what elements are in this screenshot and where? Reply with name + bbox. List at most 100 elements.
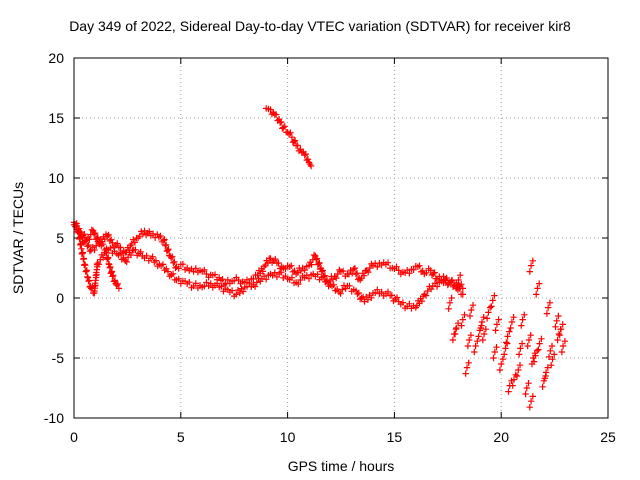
data-point <box>333 274 340 282</box>
data-point <box>350 266 357 273</box>
data-point <box>354 290 361 298</box>
data-point <box>122 257 129 264</box>
data-point <box>169 253 176 260</box>
data-point <box>219 276 226 283</box>
data-point <box>224 276 231 284</box>
data-point <box>406 300 413 307</box>
data-point <box>555 312 562 320</box>
data-point <box>103 249 110 257</box>
data-point <box>465 359 472 366</box>
data-point <box>276 119 284 126</box>
data-point <box>399 299 407 306</box>
data-point <box>285 130 293 138</box>
chart-title: Day 349 of 2022, Sidereal Day-to-day VTE… <box>69 18 571 34</box>
data-point <box>506 328 513 335</box>
x-tick-label: 25 <box>600 429 616 445</box>
data-point <box>518 340 526 347</box>
data-point <box>307 162 315 170</box>
data-point <box>213 280 221 287</box>
data-point <box>459 316 466 323</box>
data-point <box>539 383 546 390</box>
data-point <box>555 330 563 338</box>
data-point <box>467 332 475 339</box>
data-point <box>540 377 548 384</box>
data-point <box>80 255 87 262</box>
data-point <box>94 260 101 267</box>
data-point <box>161 236 168 243</box>
data-point <box>508 318 516 326</box>
data-point <box>313 256 320 263</box>
data-point <box>476 327 483 334</box>
data-point <box>522 390 529 398</box>
data-point <box>175 275 182 283</box>
data-point <box>499 356 507 363</box>
x-tick-label: 10 <box>280 429 296 445</box>
data-point <box>91 246 98 254</box>
data-point <box>358 294 365 302</box>
data-point <box>235 276 242 284</box>
data-point <box>431 269 438 276</box>
data-point <box>95 261 103 268</box>
data-point <box>165 246 172 253</box>
data-point <box>259 268 266 275</box>
data-point <box>557 326 565 333</box>
y-tick-label: 20 <box>48 50 64 66</box>
data-point <box>469 302 477 309</box>
data-point <box>146 228 153 235</box>
data-point <box>475 333 482 340</box>
data-point <box>160 237 167 244</box>
data-point <box>384 288 392 295</box>
data-point <box>468 306 475 314</box>
data-point <box>525 336 533 344</box>
data-point <box>251 283 259 290</box>
data-point <box>339 286 346 293</box>
data-point <box>152 257 160 264</box>
data-point <box>345 271 353 278</box>
data-point <box>482 326 489 333</box>
data-point <box>314 271 321 278</box>
data-point <box>218 283 225 290</box>
data-point <box>171 258 178 265</box>
data-point <box>515 366 522 374</box>
data-point <box>291 137 299 144</box>
data-point <box>559 321 566 328</box>
data-point <box>157 232 164 240</box>
data-point <box>527 332 534 339</box>
data-point <box>99 241 107 248</box>
data-point <box>186 279 193 286</box>
y-tick-label: 10 <box>48 170 64 186</box>
data-point <box>546 299 554 306</box>
data-point <box>137 248 144 256</box>
data-point <box>483 315 491 322</box>
data-point <box>318 268 325 275</box>
data-point <box>544 364 551 371</box>
data-point <box>107 263 114 271</box>
data-point <box>287 129 294 136</box>
data-point <box>538 335 545 342</box>
data-point <box>315 260 322 267</box>
data-point <box>288 262 295 269</box>
data-point <box>91 229 99 237</box>
data-point <box>535 346 542 353</box>
data-point <box>452 326 460 333</box>
data-point <box>490 354 497 362</box>
data-point <box>353 270 361 277</box>
data-point <box>246 279 253 287</box>
data-point <box>534 285 541 292</box>
x-tick-label: 5 <box>177 429 185 445</box>
data-point <box>162 241 170 248</box>
data-point <box>492 327 499 334</box>
data-point <box>351 264 359 272</box>
data-point <box>114 280 121 288</box>
data-point <box>109 273 116 280</box>
data-point <box>164 268 172 275</box>
data-point <box>513 372 521 380</box>
data-point <box>458 281 465 288</box>
data-point <box>263 276 270 283</box>
data-point <box>108 236 115 243</box>
data-point <box>240 288 247 295</box>
data-point <box>179 261 187 268</box>
data-point <box>104 232 111 240</box>
data-point <box>508 377 515 384</box>
data-point <box>536 280 543 287</box>
